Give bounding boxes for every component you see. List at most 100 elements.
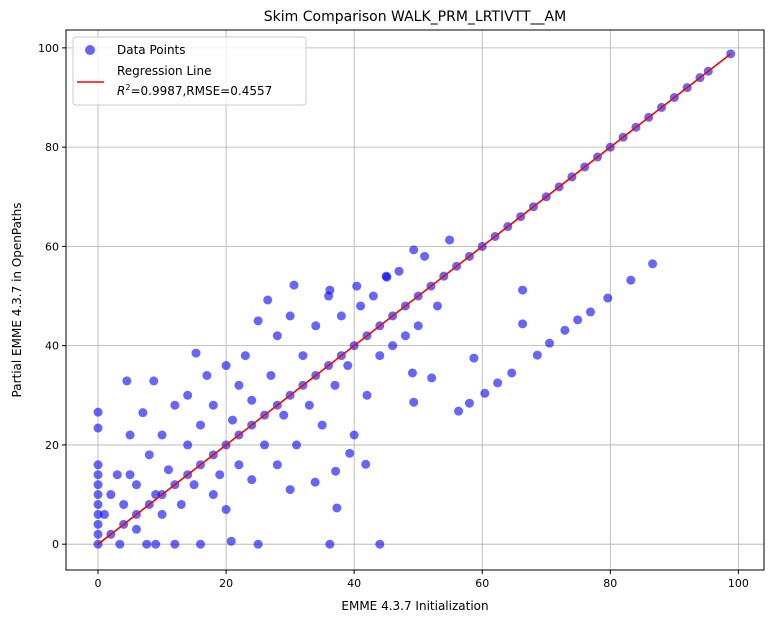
legend-points-label: Data Points [117,43,186,57]
data-point [191,348,201,358]
data-point [413,321,423,331]
x-tick-label: 80 [603,577,617,590]
data-point [93,509,103,519]
data-point [195,420,205,430]
data-point [345,448,355,458]
data-point [507,368,517,378]
r2-sup: 2 [125,83,130,92]
data-point [93,519,103,529]
data-point [480,388,490,398]
data-point [93,480,103,490]
axis-ticks: 0 20 40 60 80 100 0 20 40 60 80 100 [38,42,749,590]
x-tick-label: 40 [347,577,361,590]
data-point [234,460,244,470]
data-point [272,460,282,470]
data-point [131,524,141,534]
data-point [375,539,385,549]
data-point [226,536,236,546]
y-tick-label: 40 [45,340,59,353]
data-point [106,490,116,500]
data-point [125,470,135,480]
data-point [202,370,212,380]
data-point [93,470,103,480]
data-point [247,395,257,405]
data-point [144,450,154,460]
data-point [352,281,362,291]
regression-line [97,53,732,545]
legend-line-stats: R2=0.9987,RMSE=0.4557 [117,83,272,98]
data-point [518,319,528,329]
data-point [298,351,308,361]
data-point [310,477,320,487]
data-point [93,490,103,500]
legend-line-label: Regression Line [117,64,211,78]
data-point [409,397,419,407]
data-point [227,415,237,425]
data-point [332,503,342,513]
data-point [585,307,595,317]
data-point [266,370,276,380]
legend-point-marker [85,45,95,55]
data-point [409,245,419,255]
data-point [253,539,263,549]
data-point [183,440,193,450]
data-point [99,509,109,519]
data-point [221,504,231,514]
data-point [331,466,341,476]
data-point [189,480,199,490]
data-point [93,529,103,539]
data-point [311,321,321,331]
data-point [325,285,335,295]
legend-box [72,36,307,106]
data-point [208,490,218,500]
data-point [93,423,103,433]
plot-frame [65,29,765,571]
data-point [115,539,125,549]
data-point [375,351,385,361]
data-point [163,465,173,475]
x-axis-label: EMME 4.3.7 Initialization [341,599,488,613]
data-point [122,376,132,386]
x-tick-label: 60 [475,577,489,590]
data-point [464,398,474,408]
data-point [518,285,528,295]
data-point [349,430,359,440]
data-point [304,400,314,410]
data-point [361,459,371,469]
data-point [400,331,410,341]
data-point [532,350,542,360]
data-point [149,376,159,386]
data-point [119,499,129,509]
data-point [157,430,167,440]
data-point [603,293,613,303]
data-point [234,380,244,390]
data-point [325,539,335,549]
data-point [336,311,346,321]
data-point [544,338,554,348]
y-tick-label: 80 [45,141,59,154]
data-point [648,259,658,269]
y-tick-label: 20 [45,439,59,452]
data-point [407,368,417,378]
data-point [195,539,205,549]
y-tick-label: 100 [38,42,59,55]
data-point [93,407,103,417]
data-point [382,272,392,282]
data-point [285,485,295,495]
data-point [131,480,141,490]
data-point [142,539,152,549]
data-point [427,373,437,383]
data-point [432,301,442,311]
data-point [183,390,193,400]
data-point [247,475,257,485]
data-point [285,311,295,321]
data-point [208,400,218,410]
data-point [573,315,583,325]
x-tick-label: 100 [728,577,749,590]
data-point [170,400,180,410]
data-point [253,316,263,326]
data-point [420,251,430,261]
y-tick-label: 0 [52,538,59,551]
data-point [170,539,180,549]
